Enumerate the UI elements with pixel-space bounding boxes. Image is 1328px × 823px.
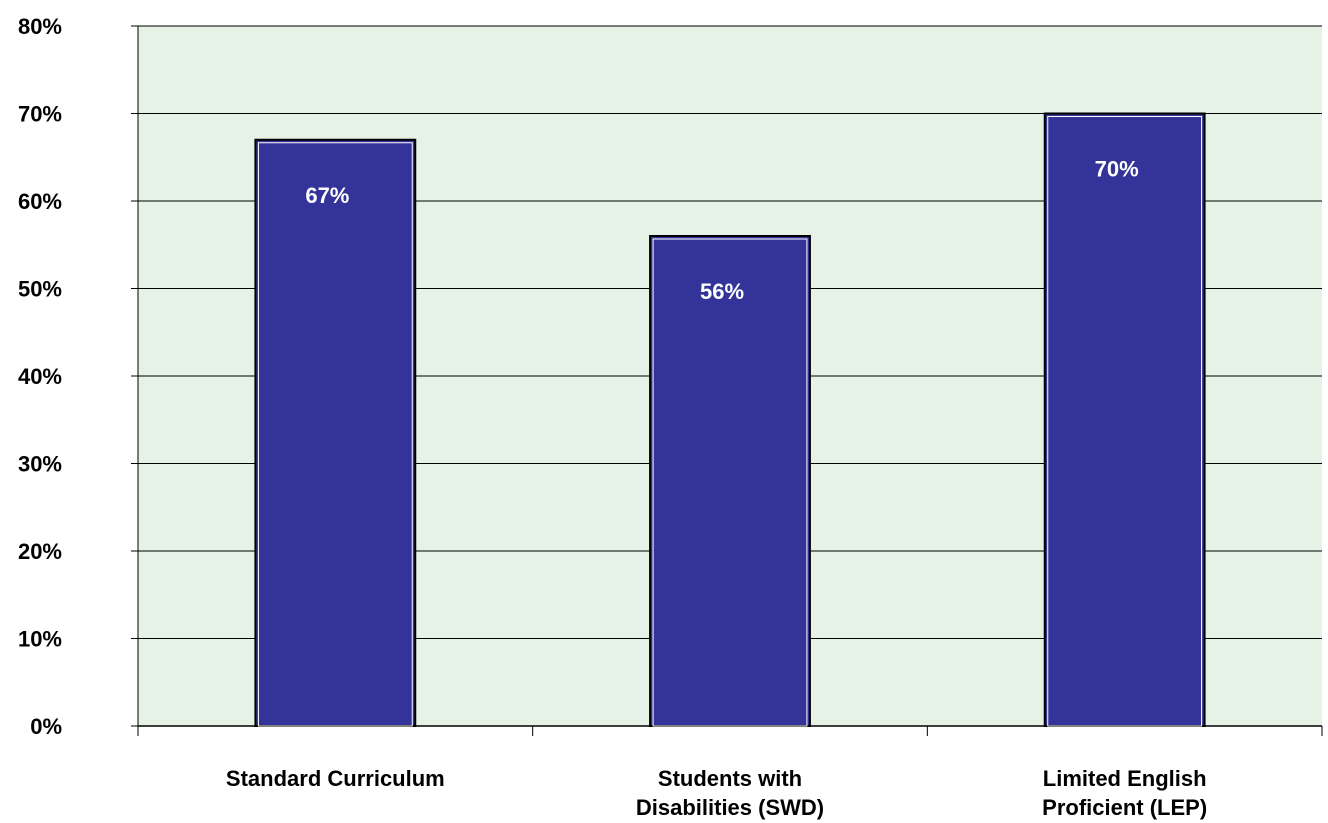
- data-labels: 67% 56% 70%: [305, 157, 1138, 305]
- data-label: 56%: [700, 279, 744, 304]
- data-label: 67%: [305, 183, 349, 208]
- category-label: Disabilities (SWD): [636, 795, 824, 820]
- y-tick-label: 40%: [18, 364, 62, 389]
- category-label: Limited English: [1043, 766, 1207, 791]
- y-tick-label: 70%: [18, 102, 62, 127]
- bar-inner-border: [1047, 116, 1203, 727]
- category-label: Proficient (LEP): [1042, 795, 1207, 820]
- bar-inner-border: [257, 142, 413, 727]
- y-tick-label: 20%: [18, 539, 62, 564]
- bar: [254, 138, 417, 727]
- bar-inner-border: [652, 238, 808, 727]
- y-tick-label: 0%: [30, 714, 62, 739]
- category-labels: Standard Curriculum Students with Disabili…: [226, 766, 1207, 820]
- y-tick-label: 30%: [18, 452, 62, 477]
- category-label: Students with: [658, 766, 802, 791]
- y-tick-label: 60%: [18, 189, 62, 214]
- category-label: Standard Curriculum: [226, 766, 445, 791]
- bar: [1043, 112, 1206, 727]
- y-tick-label: 50%: [18, 277, 62, 302]
- y-tick-label: 10%: [18, 627, 62, 652]
- bars: [254, 112, 1206, 727]
- x-axis: [137, 725, 1323, 736]
- y-tick-label: 80%: [18, 14, 62, 39]
- y-axis: 0% 10% 20% 30% 40% 50% 60% 70% 80%: [18, 14, 139, 739]
- data-label: 70%: [1095, 157, 1139, 182]
- bar: [649, 235, 811, 727]
